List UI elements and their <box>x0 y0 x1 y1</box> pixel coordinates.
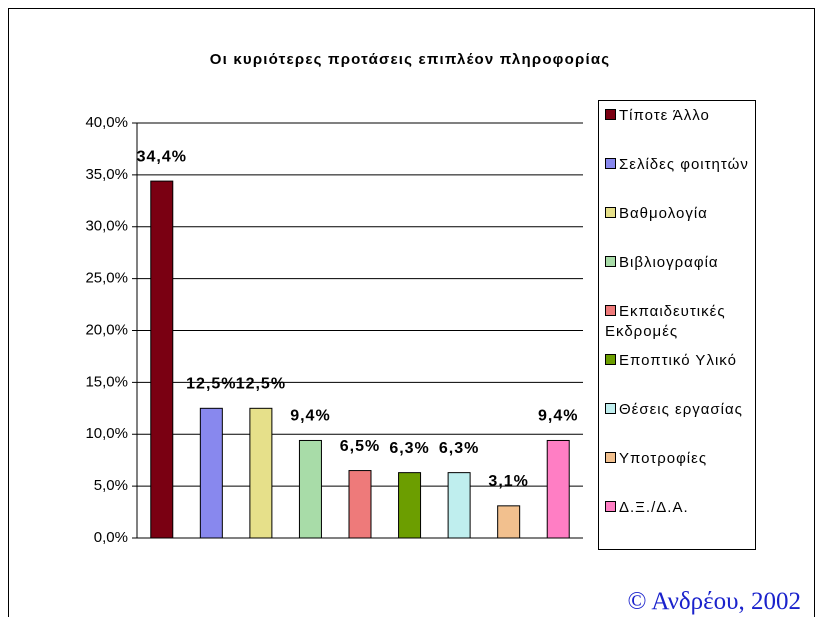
y-tick-label: 30,0% <box>85 218 128 235</box>
value-label: 6,5% <box>340 438 380 455</box>
legend-item: Υποτροφίες <box>605 449 755 469</box>
legend-item: Τίποτε Άλλο <box>605 106 755 126</box>
legend-item: Θέσεις εργασίας <box>605 400 755 420</box>
legend-item: Βιβλιογραφία <box>605 253 755 273</box>
legend-swatch <box>605 403 616 414</box>
legend-swatch <box>605 158 616 169</box>
bar <box>497 505 521 539</box>
value-label: 9,4% <box>290 408 330 425</box>
legend-label: Υποτροφίες <box>619 450 708 467</box>
value-label: 12,5% <box>236 376 286 393</box>
legend-item: Εποπτικό Υλικό <box>605 351 755 371</box>
legend-swatch <box>605 109 616 120</box>
y-tick-label: 20,0% <box>85 321 128 338</box>
bar <box>298 439 322 539</box>
legend-swatch <box>605 207 616 218</box>
chart-title: Οι κυριότερες προτάσεις επιπλέον πληροφο… <box>210 51 611 68</box>
bar <box>199 407 223 539</box>
legend-swatch <box>605 501 616 512</box>
y-tick-label: 15,0% <box>85 373 128 390</box>
legend-item: Βαθμολογία <box>605 204 755 224</box>
source: © Ανδρέου, 2002 <box>627 588 802 615</box>
bar <box>249 407 273 539</box>
legend-label: Εκπαιδευτικές Εκδρομές <box>605 303 726 340</box>
y-tick-label: 10,0% <box>85 425 128 442</box>
legend-label: Σελίδες φοιτητών <box>619 156 749 173</box>
y-tick-label: 5,0% <box>94 477 128 494</box>
legend-swatch <box>605 305 616 316</box>
legend-label: Τίποτε Άλλο <box>619 107 710 124</box>
legend-swatch <box>605 452 616 463</box>
legend-swatch <box>605 256 616 267</box>
value-label: 34,4% <box>137 148 187 165</box>
legend-swatch <box>605 354 616 365</box>
legend-label: Βιβλιογραφία <box>619 254 719 271</box>
bar <box>546 439 570 539</box>
legend-item: Δ.Ξ./Δ.Α. <box>605 498 755 518</box>
y-tick-label: 40,0% <box>85 114 128 131</box>
legend-label: Βαθμολογία <box>619 205 708 222</box>
legend-label: Εποπτικό Υλικό <box>619 352 737 369</box>
legend-item: Εκπαιδευτικές Εκδρομές <box>605 302 755 342</box>
legend-item: Σελίδες φοιτητών <box>605 155 755 175</box>
y-tick-label: 35,0% <box>85 166 128 183</box>
legend-label: Δ.Ξ./Δ.Α. <box>619 499 689 516</box>
legend: Τίποτε Άλλο Σελίδες φοιτητών Βαθμολογία Βιβ… <box>598 100 756 550</box>
bar <box>398 472 422 539</box>
value-label: 6,3% <box>439 440 479 457</box>
bar <box>150 180 174 539</box>
bar <box>348 470 372 539</box>
y-tick-label: 25,0% <box>85 270 128 287</box>
value-label: 9,4% <box>538 408 578 425</box>
legend-label: Θέσεις εργασίας <box>619 401 743 418</box>
y-tick-label: 0,0% <box>94 529 128 546</box>
value-label: 3,1% <box>488 473 528 490</box>
bar <box>447 472 471 539</box>
value-label: 6,3% <box>389 440 429 457</box>
value-label: 12,5% <box>186 376 236 393</box>
chart-frame <box>8 8 815 617</box>
